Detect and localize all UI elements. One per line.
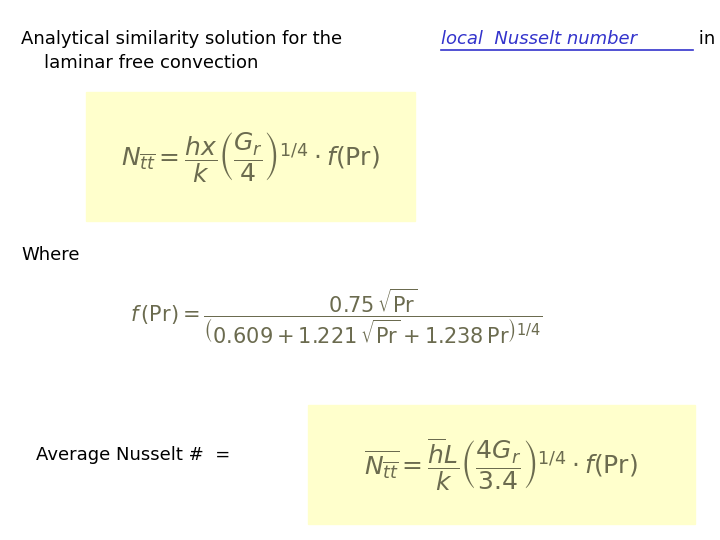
Text: Where: Where <box>22 246 80 264</box>
Text: in: in <box>693 30 715 48</box>
Text: $N_{\overline{tt}} = \dfrac{hx}{k}\left(\dfrac{G_r}{4}\right)^{1/4}\cdot f(\math: $N_{\overline{tt}} = \dfrac{hx}{k}\left(… <box>121 130 380 184</box>
FancyBboxPatch shape <box>308 405 695 524</box>
Text: Analytical similarity solution for the: Analytical similarity solution for the <box>22 30 348 48</box>
Text: Average Nusselt #  =: Average Nusselt # = <box>36 446 230 463</box>
Text: $\overline{N_{\overline{tt}}} = \dfrac{\overline{h}L}{k}\left(\dfrac{4G_r}{3.4}\: $\overline{N_{\overline{tt}}} = \dfrac{\… <box>364 436 638 492</box>
Text: laminar free convection: laminar free convection <box>22 54 259 72</box>
Text: $f\,(\mathrm{Pr})=\dfrac{0.75\,\sqrt{\mathrm{Pr}}}{\left(0.609+1.221\,\sqrt{\mat: $f\,(\mathrm{Pr})=\dfrac{0.75\,\sqrt{\ma… <box>130 286 543 346</box>
FancyBboxPatch shape <box>86 92 415 221</box>
Text: local  Nusselt number: local Nusselt number <box>441 30 637 48</box>
